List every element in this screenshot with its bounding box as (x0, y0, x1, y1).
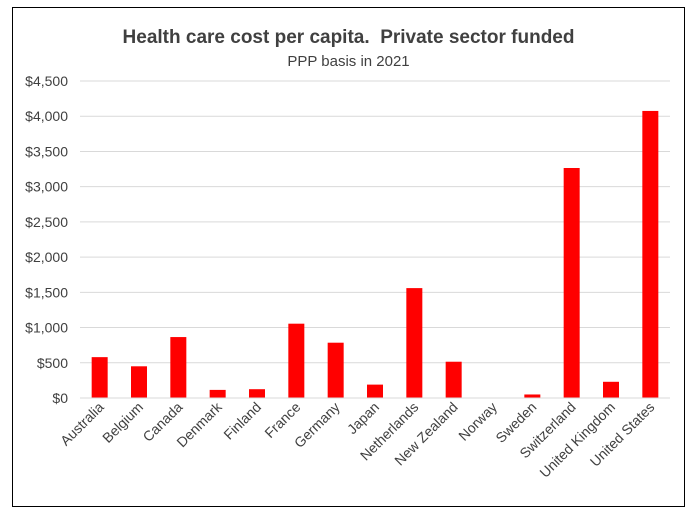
x-axis-ticks: AustraliaBelgiumCanadaDenmarkFinlandFran… (57, 398, 657, 480)
x-tick-label: Finland (220, 399, 264, 443)
bar-france (288, 323, 305, 398)
y-tick-label: $4,000 (25, 108, 68, 124)
y-tick-label: $2,000 (25, 249, 68, 265)
x-tick-label: Australia (57, 399, 107, 449)
bar-finland (249, 389, 265, 398)
gridlines (80, 80, 670, 364)
y-tick-label: $1,500 (25, 284, 68, 300)
bar-united-states (642, 110, 659, 398)
chart-title: Health care cost per capita. Private sec… (122, 27, 575, 48)
y-axis-ticks: $0 $500 $1,000 $1,500 $2,000 $2,500 $3,000 $3,5… (25, 73, 68, 406)
bar-japan (367, 384, 383, 398)
y-tick-label: $4,500 (25, 73, 68, 89)
y-tick-label: $2,500 (25, 214, 68, 230)
y-tick-label: $3,500 (25, 143, 68, 159)
y-tick-label: $500 (37, 355, 68, 371)
bar-canada (170, 337, 187, 398)
y-tick-label: $0 (52, 390, 68, 406)
bar-sweden (524, 394, 541, 398)
bar-belgium (131, 366, 147, 398)
bar-united-kingdom (603, 381, 619, 398)
bar-netherlands (406, 288, 423, 398)
y-tick-label: $3,000 (25, 179, 68, 195)
bar-germany (327, 342, 344, 398)
bar-switzerland (563, 167, 580, 398)
x-tick-label: Belgium (99, 399, 146, 446)
bars (91, 110, 659, 398)
y-tick-label: $1,000 (25, 320, 68, 336)
bar-australia (91, 357, 108, 398)
bar-denmark (209, 389, 226, 398)
chart-subtitle: PPP basis in 2021 (287, 53, 410, 70)
bar-new-zealand (445, 361, 462, 398)
